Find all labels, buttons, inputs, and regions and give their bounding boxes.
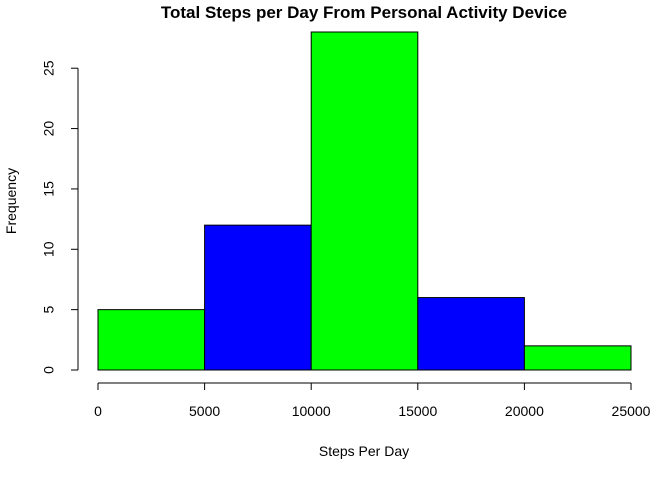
bar-4	[523, 345, 632, 371]
y-axis-label: Frequency	[3, 168, 19, 234]
y-tick-label-1: 5	[41, 306, 57, 314]
bar-0	[97, 309, 206, 371]
y-tick-label-0: 0	[41, 366, 57, 374]
bar-2	[310, 31, 419, 371]
y-axis: 0 5 10 15 20 25	[41, 60, 79, 374]
bars-group	[97, 31, 632, 371]
x-tick-label-3: 15000	[398, 403, 437, 419]
x-tick-label-1: 5000	[189, 403, 220, 419]
y-tick-label-4: 20	[41, 121, 57, 137]
bar-3	[417, 297, 525, 371]
y-tick-label-5: 25	[41, 60, 57, 76]
x-tick-label-0: 0	[94, 403, 102, 419]
x-axis: 0 5000 10000 15000 20000 25000	[94, 382, 651, 419]
y-tick-label-3: 15	[41, 181, 57, 197]
x-axis-label: Steps Per Day	[319, 443, 409, 459]
chart-title: Total Steps per Day From Personal Activi…	[161, 3, 567, 22]
bar-1	[204, 224, 312, 371]
x-tick-label-2: 10000	[292, 403, 331, 419]
y-tick-label-2: 10	[41, 241, 57, 257]
x-tick-label-5: 25000	[612, 403, 651, 419]
x-tick-label-4: 20000	[505, 403, 544, 419]
